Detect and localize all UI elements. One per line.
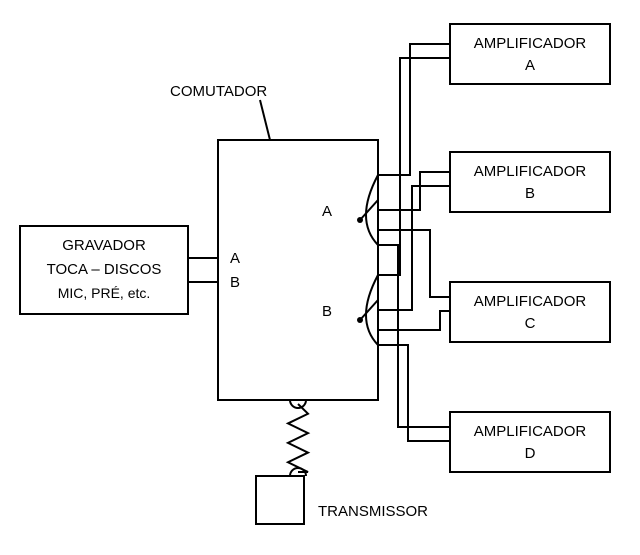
comutador-leader	[260, 100, 270, 140]
bus-a-wire-2	[378, 230, 450, 297]
transmissor-box	[256, 476, 304, 524]
bus-a-wire-3	[378, 245, 450, 427]
switch-a-label: A	[322, 203, 332, 220]
amp-d-l1: AMPLIFICADOR	[474, 423, 587, 440]
switch-a-arm	[360, 200, 378, 220]
amp-d-l2: D	[525, 445, 536, 462]
rf-zigzag	[288, 404, 308, 472]
switch-b-arm	[360, 300, 378, 320]
bus-b-wire-2	[378, 311, 450, 330]
source-l2: TOCA – DISCOS	[47, 261, 162, 278]
amp-a-l1: AMPLIFICADOR	[474, 35, 587, 52]
amp-b-box	[450, 152, 610, 212]
comutador-label: COMUTADOR	[170, 83, 267, 100]
transmissor-label: TRANSMISSOR	[318, 503, 428, 520]
in-b-label: B	[230, 274, 240, 291]
source-l1: GRAVADOR	[62, 237, 146, 254]
comutador-box	[218, 140, 378, 400]
switch-b-label: B	[322, 303, 332, 320]
source-l3: MIC, PRÉ, etc.	[58, 285, 151, 301]
amp-c-l1: AMPLIFICADOR	[474, 293, 587, 310]
amp-c-box	[450, 282, 610, 342]
amp-d-box	[450, 412, 610, 472]
amp-b-l2: B	[525, 185, 535, 202]
bus-a-wire-1	[378, 172, 450, 210]
bus-b-wire-0	[378, 58, 450, 275]
amp-c-l2: C	[525, 315, 536, 332]
amp-a-l2: A	[525, 57, 535, 74]
bus-a-wire-0	[378, 44, 450, 175]
bus-b-wire-1	[378, 186, 450, 310]
amp-a-box	[450, 24, 610, 84]
amp-b-l1: AMPLIFICADOR	[474, 163, 587, 180]
in-a-label: A	[230, 250, 240, 267]
